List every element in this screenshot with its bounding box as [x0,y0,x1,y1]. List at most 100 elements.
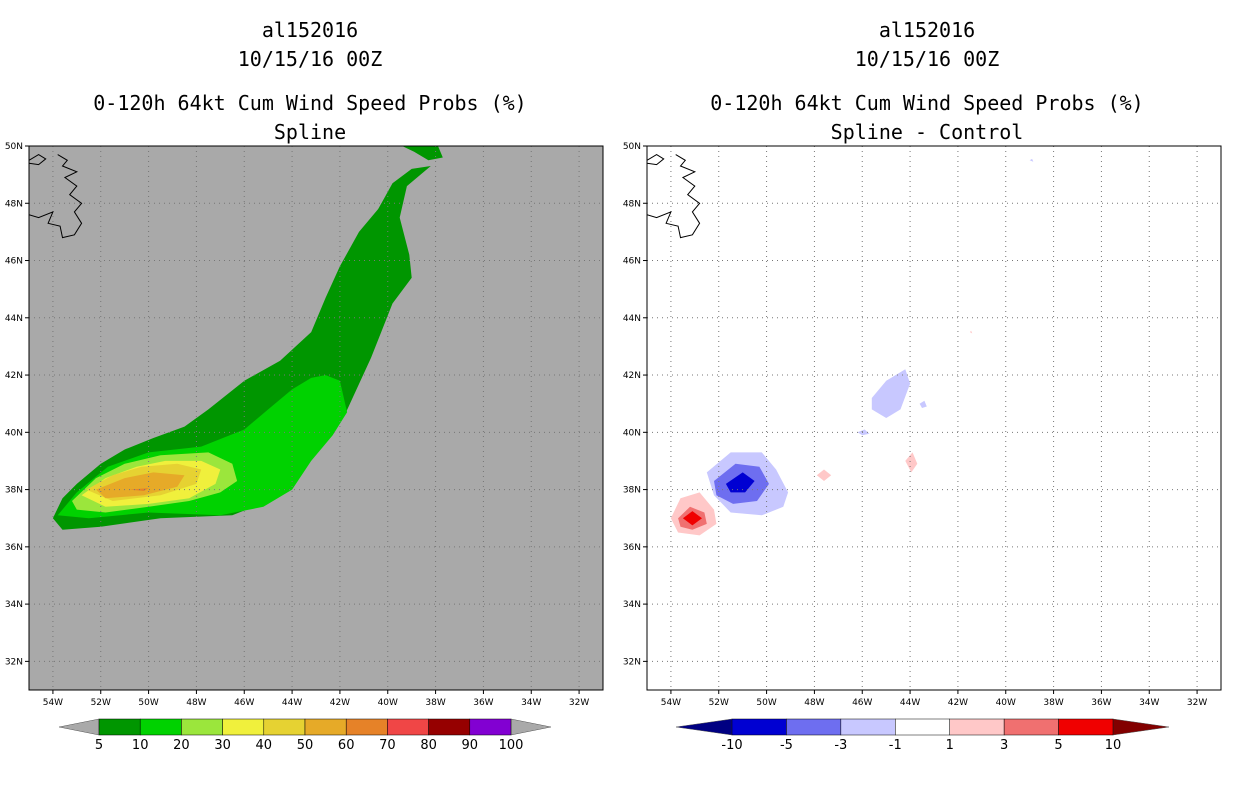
colorbar-swatch-7 [387,718,429,736]
plot-frame [646,145,1222,691]
x-tick-label-48W: 48W [804,698,824,708]
colorbar-swatch-2 [840,718,896,736]
contour-1to3c [905,452,918,473]
colorbar-swatch-5 [304,718,347,736]
x-tick-label-40W: 40W [378,698,398,708]
y-tick-label-46N: 46N [5,257,23,267]
colorbar-label-40: 40 [256,738,273,753]
colorbar-label-5: 5 [95,738,103,753]
colorbar-label-20: 20 [173,738,190,753]
contour--1to-3d [857,429,870,436]
x-tick-label-36W: 36W [1091,698,1111,708]
left-title-line-3: 0-120h 64kt Cum Wind Speed Probs (%) [93,91,527,115]
x-tick-label-48W: 48W [186,698,206,708]
contour--1to-3e [1029,158,1034,162]
colorbar-swatch-2 [181,718,223,736]
colorbar-right: -10 -5 -3 -1 1 3 5 10 [675,718,1170,753]
x-tick-label-36W: 36W [473,698,493,708]
colorbar-swatch-0 [731,718,787,736]
right-title-line-2: 10/15/16 00Z [854,47,1000,71]
x-tick-label-38W: 38W [1043,698,1063,708]
colorbar-left-arrow [675,718,733,736]
contour-5-10-cap [402,146,443,161]
x-tick-label-42W: 42W [330,698,350,708]
coastline-segment-1 [647,154,665,166]
panel-right: 54W 52W 50W 48W 46W 44W 42W 40W 38W 36W 34W 32W 50N 4… [623,142,1222,753]
contour-layer [52,146,443,530]
colorbar-label--5: -5 [780,738,793,753]
x-tick-label-50W: 50W [138,698,158,708]
colorbar-swatch-4 [263,718,306,736]
x-tick-label-46W: 46W [234,698,254,708]
y-tick-label-50N: 50N [5,142,23,152]
x-tick-label-50W: 50W [756,698,776,708]
x-tick-label-54W: 54W [43,698,63,708]
contour--1to-3c [919,400,927,408]
y-tick-label-42N: 42N [5,371,23,381]
colorbar-label-90: 90 [462,738,479,753]
x-tick-label-54W: 54W [661,698,681,708]
contour--1to-3b [871,369,911,418]
y-tick-label-38N: 38N [5,486,23,496]
x-tick-label-52W: 52W [709,698,729,708]
colorbar-swatch-1 [139,718,182,736]
colorbar-swatch-3 [895,718,950,736]
colorbar-swatch-4 [949,718,1005,736]
contour-5to10 [682,511,702,526]
contour-1to3d [969,330,973,334]
right-title-line-4: Spline - Control [830,120,1024,144]
colorbar-label--3: -3 [834,738,847,753]
x-tick-label-34W: 34W [521,698,541,708]
colorbar-swatch-0 [98,718,141,736]
y-tick-label-34N: 34N [623,600,641,610]
coastline-segment-0 [29,154,83,239]
colorbar-label-3: 3 [1000,738,1008,753]
colorbar-label-1: 1 [946,738,954,753]
contour-50-60 [96,472,185,499]
grid-layer [647,145,1221,690]
colorbar-swatch-9 [469,718,512,736]
y-tick-label-48N: 48N [5,199,23,209]
x-tick-label-38W: 38W [425,698,445,708]
colorbar-label-80: 80 [420,738,437,753]
colorbar-label--10: -10 [721,738,742,753]
colorbar-label-60: 60 [338,738,355,753]
y-tick-label-46N: 46N [623,257,641,267]
colorbar-swatch-6 [1058,718,1114,736]
y-tick-label-32N: 32N [5,657,23,667]
y-tick-label-48N: 48N [623,199,641,209]
y-tick-label-32N: 32N [623,657,641,667]
colorbar-right-arrow [510,718,552,736]
x-tick-label-42W: 42W [948,698,968,708]
plot-frame [28,145,604,691]
x-tick-label-32W: 32W [1187,698,1207,708]
x-tick-label-46W: 46W [852,698,872,708]
contour--5to-10 [725,472,755,493]
colorbar-label-30: 30 [214,738,231,753]
y-tick-label-36N: 36N [5,543,23,553]
colorbar-label--1: -1 [889,738,902,753]
y-tick-label-50N: 50N [623,142,641,152]
colorbar-label-10: 10 [1105,738,1122,753]
y-tick-label-34N: 34N [5,600,23,610]
x-tick-label-52W: 52W [91,698,111,708]
coastline-segment-1 [29,154,47,166]
right-title-line-3: 0-120h 64kt Cum Wind Speed Probs (%) [710,91,1144,115]
colorbar-right-arrow [1112,718,1170,736]
y-tick-label-44N: 44N [623,314,641,324]
left-title-line-4: Spline [273,120,347,144]
colorbar-swatch-5 [1003,718,1059,736]
right-title-line-1: al152016 [878,18,976,42]
colorbar-label-5: 5 [1054,738,1062,753]
x-tick-label-44W: 44W [282,698,302,708]
x-tick-label-40W: 40W [996,698,1016,708]
x-tick-label-44W: 44W [900,698,920,708]
colorbar-label-100: 100 [499,738,524,753]
y-tick-label-40N: 40N [5,428,23,438]
x-tick-label-32W: 32W [569,698,589,708]
y-tick-label-36N: 36N [623,543,641,553]
contour-layer [670,158,1034,536]
colorbar-label-10: 10 [132,738,149,753]
left-title-line-1: al152016 [261,18,359,42]
